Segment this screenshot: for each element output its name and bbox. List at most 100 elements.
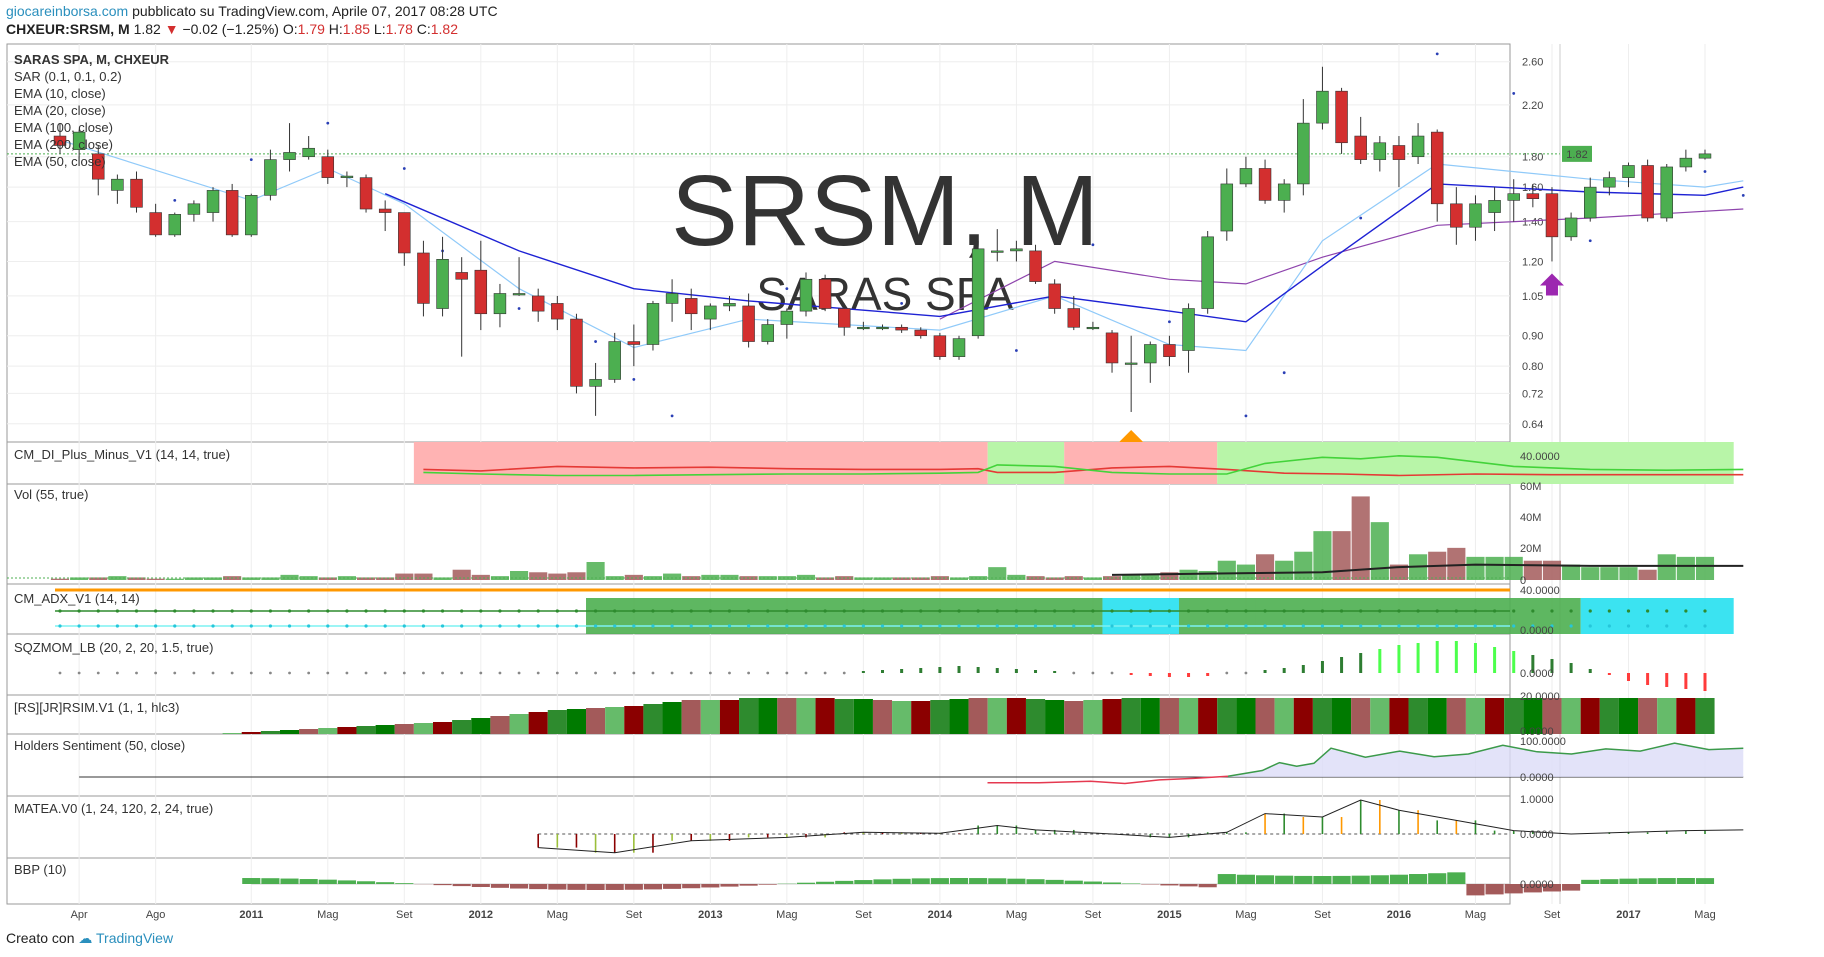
low-value: 1.78 bbox=[385, 21, 413, 37]
rsi-tick-label: 20.0000 bbox=[1520, 691, 1560, 703]
adx-dot bbox=[345, 624, 349, 628]
adx-dot bbox=[823, 624, 827, 628]
rsi-bar bbox=[1064, 701, 1084, 734]
adx-dot bbox=[976, 609, 980, 613]
adx-dot bbox=[1646, 609, 1650, 613]
adx-dot bbox=[498, 609, 502, 613]
candle-body bbox=[1354, 135, 1367, 160]
adx-dot bbox=[1282, 624, 1286, 628]
adx-dot bbox=[880, 609, 885, 613]
candle-body bbox=[417, 252, 430, 304]
rsi-bar bbox=[681, 700, 701, 734]
adx-dot bbox=[1646, 624, 1650, 628]
sqz-dot bbox=[154, 671, 158, 675]
adx-dot bbox=[440, 609, 445, 613]
volume-bar bbox=[1313, 531, 1332, 580]
sqz-bar bbox=[1588, 669, 1592, 673]
volume-bar bbox=[1619, 567, 1638, 580]
rsi-bar bbox=[1274, 698, 1294, 734]
candle-body bbox=[684, 298, 698, 315]
sqz-bar bbox=[919, 668, 923, 673]
candle-body bbox=[1182, 308, 1195, 351]
adx-dot bbox=[1588, 624, 1592, 628]
sqz-bar bbox=[881, 670, 884, 673]
adx-band bbox=[1580, 598, 1734, 634]
adx-dot bbox=[1588, 609, 1592, 613]
adx-dot bbox=[1110, 624, 1114, 628]
bbp-bar bbox=[567, 884, 586, 890]
candle-body bbox=[646, 303, 660, 345]
adx-dot bbox=[1550, 609, 1554, 613]
volume-bar bbox=[1542, 560, 1562, 580]
sqz-bar bbox=[1665, 673, 1669, 687]
rsi-bar bbox=[1159, 698, 1179, 734]
candle-body bbox=[1258, 168, 1272, 201]
adx-dot bbox=[861, 624, 865, 628]
candle-body bbox=[723, 303, 736, 307]
bbp-bar bbox=[1102, 882, 1122, 884]
open-value: 1.79 bbox=[297, 21, 325, 37]
volume-bar bbox=[1581, 567, 1600, 580]
brand-link[interactable]: giocareinborsa.com bbox=[6, 3, 129, 19]
rsi-bar bbox=[796, 698, 816, 734]
x-tick-label: Mag bbox=[1694, 909, 1715, 921]
bbp-bar bbox=[1351, 875, 1370, 884]
vol-tick-label: 60M bbox=[1520, 481, 1541, 493]
adx-dot bbox=[1110, 609, 1114, 613]
adx-dot bbox=[230, 624, 234, 628]
adx-dot bbox=[402, 609, 406, 613]
volume-bar bbox=[529, 572, 548, 580]
sqz-dot bbox=[77, 671, 81, 675]
adx-dot bbox=[287, 624, 292, 628]
up-arrow-marker bbox=[1539, 273, 1564, 296]
adx-dot bbox=[1072, 624, 1076, 628]
adx-dot bbox=[154, 609, 158, 613]
adx-dot bbox=[938, 624, 942, 628]
tradingview-link[interactable]: TradingView bbox=[96, 930, 174, 946]
rsi-bar bbox=[279, 730, 300, 734]
rsi-bar bbox=[1561, 698, 1581, 734]
pane-label-rsi: [RS][JR]RSIM.V1 (1, 1, hlc3) bbox=[14, 700, 179, 715]
adx-dot bbox=[1473, 609, 1478, 613]
candle-body bbox=[302, 147, 315, 158]
sqz-bar bbox=[1531, 655, 1535, 673]
candle-body bbox=[838, 308, 851, 328]
bbp-bar bbox=[299, 879, 318, 884]
bbp-bar bbox=[930, 878, 949, 884]
candle-body bbox=[1105, 332, 1119, 364]
bbp-bar bbox=[1409, 874, 1428, 884]
bbp-bar bbox=[1485, 884, 1504, 895]
adx-dot bbox=[708, 609, 712, 613]
adx-dot bbox=[307, 624, 311, 628]
bbp-bar bbox=[261, 878, 280, 884]
legend-item: EMA (20, close) bbox=[14, 103, 106, 118]
volume-bar bbox=[854, 577, 873, 580]
bbp-bar bbox=[1638, 878, 1657, 884]
volume-bar bbox=[777, 576, 796, 580]
adx-dot bbox=[58, 609, 62, 613]
sar-dot bbox=[326, 121, 330, 125]
adx-dot bbox=[1416, 609, 1420, 613]
bbp-bar bbox=[1198, 884, 1217, 888]
price-tick-label: 1.20 bbox=[1522, 256, 1543, 268]
adx-dot bbox=[134, 624, 139, 628]
adx-dot bbox=[1512, 609, 1516, 613]
bbp-bar bbox=[892, 878, 911, 884]
bbp-bar bbox=[337, 880, 356, 884]
sqz-dot bbox=[1244, 671, 1248, 675]
rsi-bar bbox=[968, 698, 988, 734]
bbp-bar bbox=[1370, 875, 1389, 884]
volume-bar bbox=[1370, 522, 1389, 580]
rsi-bar bbox=[1198, 698, 1218, 734]
volume-bar bbox=[203, 577, 223, 580]
adx-dot bbox=[1512, 624, 1516, 628]
adx-dot bbox=[938, 609, 942, 613]
rsi-bar bbox=[1332, 698, 1352, 734]
adx-band bbox=[1255, 598, 1581, 634]
volume-bar bbox=[1351, 496, 1370, 580]
sqz-dot bbox=[766, 671, 770, 675]
x-tick-label: Mag bbox=[1006, 909, 1027, 921]
adx-dot bbox=[1091, 624, 1095, 628]
adx-dot bbox=[747, 624, 751, 628]
